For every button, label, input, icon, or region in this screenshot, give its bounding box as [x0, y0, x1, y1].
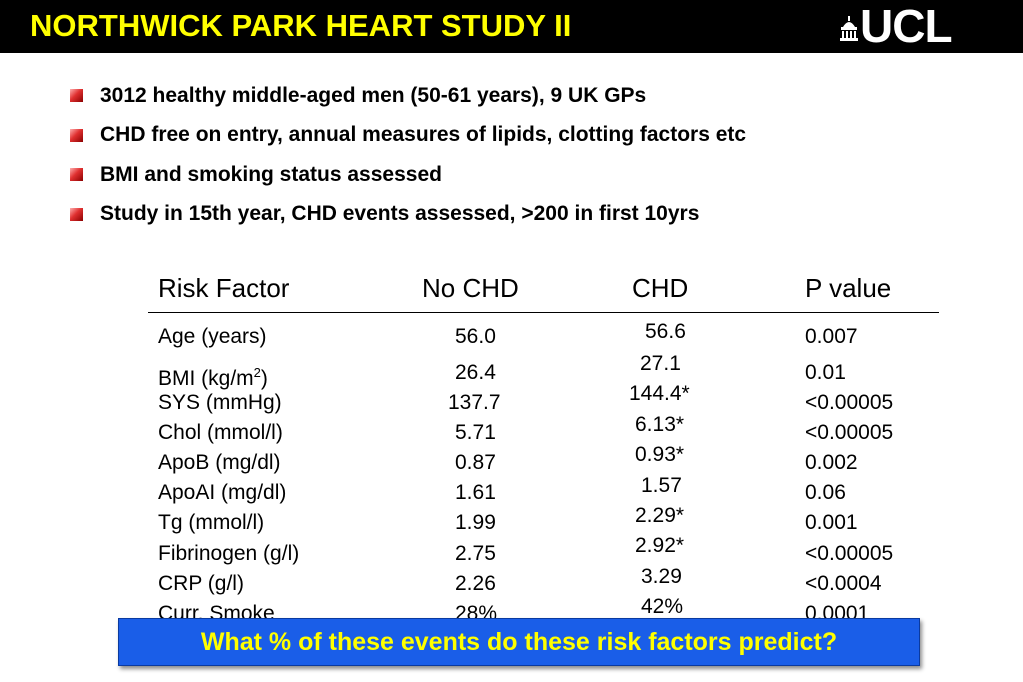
- slide-title: NORTHWICK PARK HEART STUDY II: [30, 8, 572, 43]
- header-p-value: P value: [805, 273, 892, 303]
- table-row-factor: Age (years): [158, 325, 267, 348]
- table-row-p-value: <0.0004: [805, 572, 882, 595]
- portico-dome-icon: [840, 16, 858, 41]
- table-row-p-value: 0.007: [805, 325, 858, 348]
- table-row-chd: 2.29*: [635, 504, 685, 527]
- table-row-factor: SYS (mmHg): [158, 391, 282, 414]
- table-row-p-value: 0.0001: [805, 602, 870, 620]
- table-row-chd: 42%: [641, 595, 684, 618]
- bullet-square-icon: [70, 207, 83, 221]
- table-row-p-value: <0.00005: [805, 391, 894, 414]
- table-row-no-chd: 5.71: [455, 421, 496, 444]
- bullet-item: BMI and smoking status assessed: [70, 155, 746, 195]
- table-body: Age (years) BMI (kg/m2) SYS (mmHg) Chol …: [158, 320, 894, 620]
- table-row-p-value: 0.002: [805, 451, 858, 474]
- bullet-square-icon: [70, 128, 83, 142]
- table-row-no-chd: 0.87: [455, 451, 496, 474]
- table-row-factor: ApoAI (mg/dl): [158, 481, 287, 504]
- table-row-factor: Chol (mmol/l): [158, 421, 283, 444]
- table-row-no-chd: 2.75: [455, 542, 496, 565]
- table-row-factor: ApoB (mg/dl): [158, 451, 281, 474]
- table-row-no-chd: 1.61: [455, 481, 496, 504]
- table-row-no-chd: 1.99: [455, 511, 496, 534]
- table-row-chd: 6.13*: [635, 413, 685, 436]
- question-callout: What % of these events do these risk fac…: [118, 618, 920, 666]
- bullet-item: CHD free on entry, annual measures of li…: [70, 116, 746, 156]
- table-row-factor: BMI (kg/m2): [158, 365, 268, 390]
- table-row-factor: CRP (g/l): [158, 572, 244, 595]
- bullet-text: Study in 15th year, CHD events assessed,…: [100, 202, 700, 226]
- header-no-chd: No CHD: [422, 273, 519, 303]
- table-row-p-value: <0.00005: [805, 421, 894, 444]
- bullet-text: CHD free on entry, annual measures of li…: [100, 123, 747, 147]
- bullet-list: 3012 healthy middle-aged men (50-61 year…: [70, 76, 746, 234]
- header-risk-factor: Risk Factor: [158, 273, 290, 303]
- bullet-text: 3012 healthy middle-aged men (50-61 year…: [100, 83, 647, 107]
- table-row-chd: 0.93*: [635, 443, 685, 466]
- header-chd: CHD: [632, 273, 689, 303]
- bullet-item: 3012 healthy middle-aged men (50-61 year…: [70, 76, 746, 116]
- table-row-chd: 2.92*: [635, 534, 685, 557]
- table-row-no-chd: 28%: [455, 602, 498, 620]
- table-row-no-chd: 56.0: [455, 325, 496, 348]
- table-row-chd: 56.6: [645, 320, 686, 343]
- table-row-chd: 1.57: [641, 474, 682, 497]
- table-row-factor: Fibrinogen (g/l): [158, 542, 300, 565]
- table-row-no-chd: 26.4: [455, 361, 496, 384]
- logo-wordmark: UCL: [860, 0, 953, 52]
- ucl-logo: UCL: [840, 3, 992, 52]
- table-row-chd: 144.4*: [629, 382, 690, 405]
- table-row-chd: 3.29: [641, 565, 682, 588]
- table-row-p-value: 0.06: [805, 481, 846, 504]
- table-row-factor: Curr. Smoke: [158, 602, 275, 620]
- table-row-p-value: 0.001: [805, 511, 858, 534]
- bullet-square-icon: [70, 89, 83, 103]
- table-row-chd: 27.1: [640, 352, 681, 375]
- table-row-factor: Tg (mmol/l): [158, 511, 265, 534]
- bullet-text: BMI and smoking status assessed: [100, 162, 442, 186]
- header-divider: [148, 312, 939, 313]
- bullet-square-icon: [70, 168, 83, 182]
- bullet-item: Study in 15th year, CHD events assessed,…: [70, 195, 746, 235]
- title-bar: NORTHWICK PARK HEART STUDY II UCL: [0, 0, 1023, 53]
- table-row-p-value: <0.00005: [805, 542, 894, 565]
- table-row-no-chd: 2.26: [455, 572, 496, 595]
- table-row-no-chd: 137.7: [448, 391, 501, 414]
- table-row-p-value: 0.01: [805, 361, 846, 384]
